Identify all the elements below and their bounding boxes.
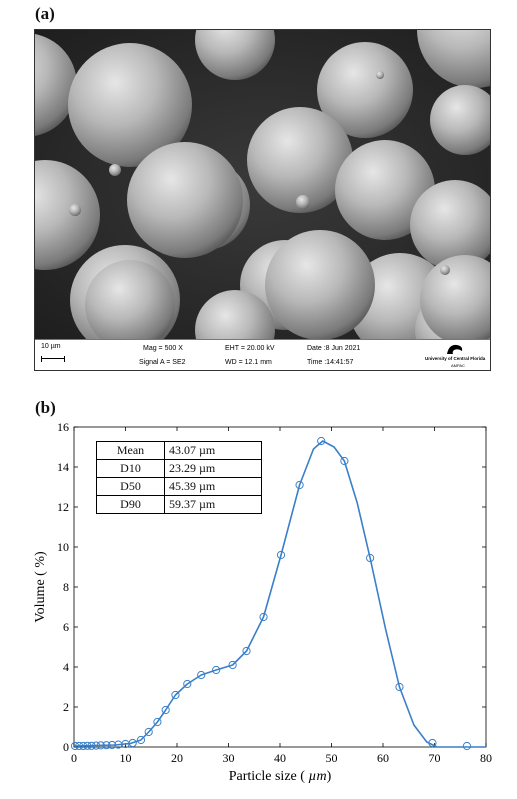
mag-text: Mag = 500 X <box>143 345 183 352</box>
data-point <box>395 682 404 692</box>
y-tick-label: 6 <box>63 620 69 634</box>
x-tick-label: 20 <box>171 751 183 765</box>
stat-name: D90 <box>96 495 165 514</box>
stats-row: D90 59.37 µm <box>96 495 262 514</box>
data-point <box>228 660 237 670</box>
x-tick-label: 40 <box>274 751 286 765</box>
sem-info-bar: 10 µm Mag = 500 X EHT = 20.00 kV Date :8… <box>35 339 490 370</box>
x-tick-label: 80 <box>480 751 492 765</box>
data-point <box>183 679 192 689</box>
logo-text: University of Central Florida <box>425 356 486 361</box>
stat-value: 59.37 µm <box>164 495 262 514</box>
data-point <box>79 741 88 751</box>
data-point <box>108 740 117 750</box>
x-tick-label: 70 <box>429 751 441 765</box>
data-point <box>153 717 162 727</box>
stat-name: Mean <box>96 441 165 460</box>
scale-bar-label: 10 µm <box>41 343 61 350</box>
data-point <box>317 436 326 446</box>
data-point <box>462 741 472 751</box>
stats-row: D50 45.39 µm <box>96 477 262 496</box>
series-line <box>73 440 486 748</box>
stat-name: D10 <box>96 459 165 478</box>
data-point <box>340 456 349 466</box>
stat-value: 23.29 µm <box>164 459 262 478</box>
data-point <box>87 741 96 750</box>
stat-value: 43.07 µm <box>164 441 262 460</box>
y-tick-label: 8 <box>63 580 69 594</box>
data-point <box>171 690 180 700</box>
x-tick-label: 60 <box>377 751 389 765</box>
sem-particles-image <box>35 30 490 340</box>
data-point <box>295 480 304 490</box>
ucf-logo: University of Central Florida AMPAC <box>425 342 485 369</box>
x-axis-label: Particle size ( µm) <box>229 769 332 784</box>
data-point <box>144 727 153 737</box>
data-point <box>92 741 101 750</box>
stat-value: 45.39 µm <box>164 477 262 496</box>
data-point <box>75 741 84 751</box>
x-tick-label: 30 <box>223 751 235 765</box>
data-point <box>276 550 286 560</box>
data-point <box>212 665 221 675</box>
scale-bar <box>41 356 65 362</box>
x-tick-label: 0 <box>71 751 77 765</box>
panel-b-label: (b) <box>35 398 56 417</box>
time-text: Time :14:41:57 <box>307 359 354 366</box>
panel-a-label: (a) <box>35 4 55 23</box>
y-tick-label: 10 <box>57 540 69 554</box>
y-tick-label: 14 <box>57 460 69 474</box>
y-tick-label: 2 <box>63 700 69 714</box>
sem-micrograph: 10 µm Mag = 500 X EHT = 20.00 kV Date :8… <box>34 29 491 371</box>
data-point <box>102 741 111 750</box>
data-point <box>428 738 437 748</box>
eht-text: EHT = 20.00 kV <box>225 345 275 352</box>
wd-text: WD = 12.1 mm <box>225 359 272 366</box>
particle-size-chart: 0 10 20 30 40 50 60 70 80 0 2 4 6 8 10 12 14 16 Particle s… <box>33 420 492 784</box>
data-point <box>128 738 137 748</box>
data-point <box>197 670 206 680</box>
data-point <box>96 741 105 750</box>
stats-row: Mean 43.07 µm <box>96 441 262 460</box>
logo-subtext: AMPAC <box>451 363 465 368</box>
data-point <box>366 553 375 563</box>
x-tick-label: 50 <box>326 751 338 765</box>
y-tick-label: 12 <box>57 500 69 514</box>
signal-text: Signal A = SE2 <box>139 359 186 366</box>
stat-name: D50 <box>96 477 165 496</box>
stats-row: D10 23.29 µm <box>96 459 262 478</box>
y-tick-label: 0 <box>63 740 69 754</box>
y-tick-label: 16 <box>57 420 69 434</box>
data-point <box>259 612 268 622</box>
data-point <box>70 741 80 751</box>
data-point <box>136 735 146 745</box>
data-point <box>242 646 251 656</box>
y-axis-label: Volume ( %) <box>33 551 48 623</box>
data-point <box>161 705 170 715</box>
date-text: Date :8 Jun 2021 <box>307 345 361 352</box>
y-tick-label: 4 <box>63 660 69 674</box>
stats-table: Mean 43.07 µm D10 23.29 µm D50 45.39 µm … <box>96 441 262 514</box>
x-tick-label: 10 <box>120 751 132 765</box>
data-point <box>83 741 92 750</box>
